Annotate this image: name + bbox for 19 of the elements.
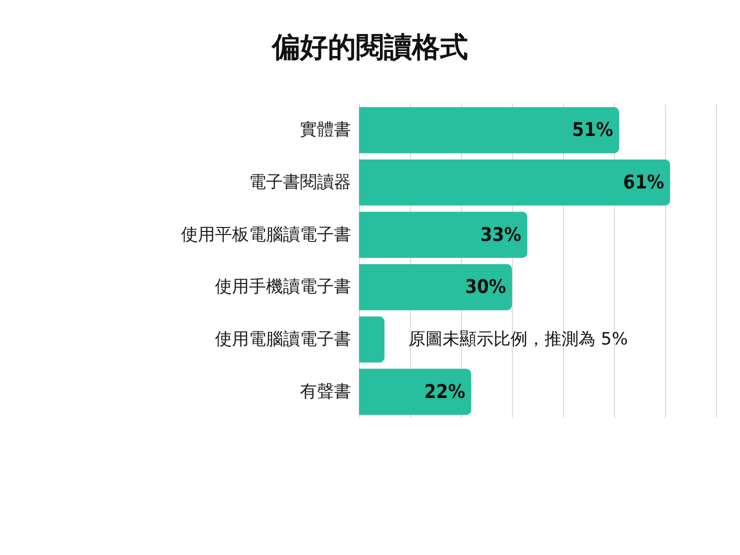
y-tick-label: 有聲書 [300,382,351,402]
data-label: 33% [480,224,522,246]
data-label: 51% [572,119,614,142]
chart-title: 偏好的閱讀格式 [271,30,468,64]
data-label: 22% [424,380,466,403]
annotation: 原圖未顯示比例，推測為 5% [408,330,628,350]
bar [359,107,620,154]
bar [359,159,670,206]
bar [359,212,528,258]
bar [359,368,472,415]
y-tick-label: 實體書 [300,120,351,140]
y-tick-label: 使用手機讀電子書 [215,277,351,298]
y-tick-label: 電子書閱讀器 [249,172,351,192]
y-tick-label: 使用平板電腦讀電子書 [181,224,351,245]
data-label: 30% [465,276,506,298]
y-tick-label: 使用電腦讀電子書 [215,330,351,350]
bar [359,316,384,363]
data-label: 61% [623,172,664,194]
bar [359,264,512,310]
